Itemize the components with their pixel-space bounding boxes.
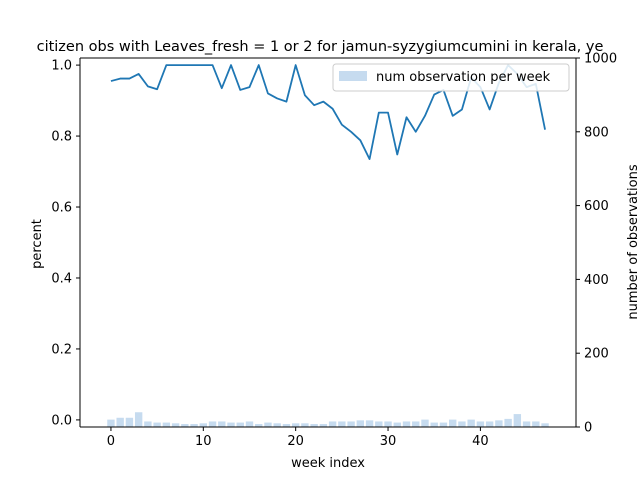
axes-frame: [79, 57, 577, 428]
y-right-tick-label: 200: [584, 347, 609, 362]
y-axis-left-label: percent: [30, 219, 45, 269]
y-left-tick-label: 0.8: [51, 130, 72, 145]
legend-swatch: [339, 71, 367, 81]
ticks-layer: 0 10 20 30 40 0.0 0.2 0.4 0.6 0.8 1.0 0 200 400 600 800…: [51, 52, 617, 450]
y-left-tick-label: 0.6: [51, 201, 72, 216]
bar: [301, 423, 309, 427]
bar: [356, 420, 365, 427]
y-right-tick-label: 800: [584, 125, 609, 140]
bar: [153, 422, 161, 427]
bar: [255, 424, 263, 427]
bar: [171, 423, 180, 427]
bar: [338, 421, 346, 427]
bar: [199, 423, 207, 427]
bar: [328, 421, 337, 427]
x-tick-label: 0: [107, 434, 115, 449]
bar: [264, 422, 272, 427]
y-left-tick-label: 0.4: [51, 271, 72, 286]
bar: [190, 424, 198, 427]
legend: num observation per week: [332, 63, 570, 92]
bars-layer: [107, 412, 549, 427]
x-tick-label: 20: [287, 434, 304, 449]
bar: [162, 422, 171, 427]
x-tick-label: 10: [195, 434, 212, 449]
bar: [319, 424, 328, 427]
bar: [449, 419, 457, 427]
bar: [116, 417, 124, 427]
x-tick-label: 40: [472, 434, 489, 449]
bar: [273, 423, 281, 427]
bar: [384, 421, 392, 427]
bar: [476, 421, 485, 427]
bar: [291, 423, 300, 427]
bar: [375, 421, 383, 427]
x-tick-label: 30: [380, 434, 397, 449]
y-left-tick-label: 1.0: [51, 59, 72, 74]
legend-box: [332, 63, 570, 92]
bar: [485, 421, 494, 427]
bar: [107, 419, 115, 427]
y-left-tick-label: 0.0: [51, 413, 72, 428]
bar: [430, 422, 438, 427]
bar: [282, 424, 291, 427]
bar: [522, 421, 531, 427]
bar: [218, 421, 226, 427]
y-right-tick-label: 600: [584, 199, 609, 214]
bar: [421, 419, 429, 427]
y-axis-right-label: number of observations: [626, 164, 640, 319]
chart-title: citizen obs with Leaves_fresh = 1 or 2 f…: [37, 39, 604, 55]
bar: [504, 418, 512, 427]
bar: [532, 421, 540, 427]
y-right-tick-label: 400: [584, 273, 609, 288]
y-right-tick-label: 1000: [584, 52, 617, 67]
x-axis-label: week index: [291, 456, 365, 471]
bar: [134, 412, 143, 427]
bar: [541, 423, 549, 427]
bar: [144, 421, 152, 427]
bar: [467, 419, 475, 427]
bar: [236, 422, 244, 427]
bar: [347, 421, 355, 427]
bar: [439, 422, 448, 427]
bar: [412, 421, 420, 427]
bar: [495, 420, 503, 427]
bar: [227, 422, 235, 427]
bar: [365, 420, 374, 427]
bar: [458, 421, 466, 427]
y-right-tick-label: 0: [584, 421, 592, 436]
bar: [393, 422, 401, 427]
bar: [513, 414, 522, 427]
bar: [181, 424, 189, 427]
bar: [208, 421, 217, 427]
bar: [245, 421, 254, 427]
legend-label: num observation per week: [376, 70, 551, 85]
bar: [402, 421, 411, 427]
y-left-tick-label: 0.2: [51, 342, 72, 357]
bar: [310, 424, 318, 427]
bar: [125, 417, 134, 427]
